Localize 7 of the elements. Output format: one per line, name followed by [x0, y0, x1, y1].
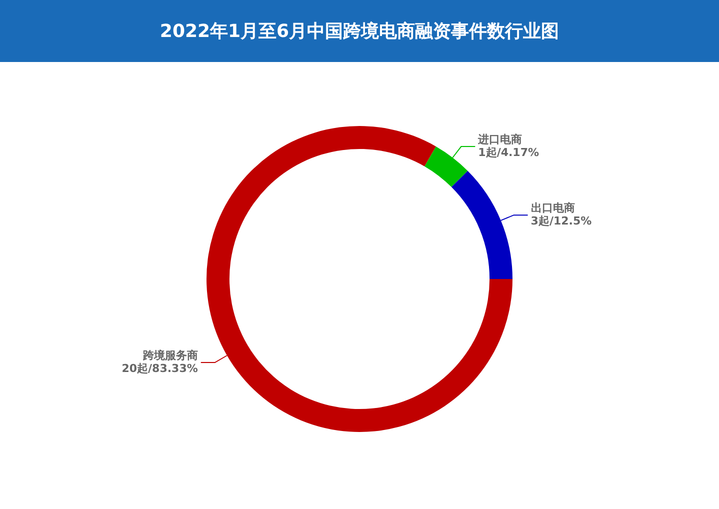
- slice-label: 进口电商: [477, 132, 522, 146]
- data-label: 3起/12.5%: [530, 214, 592, 228]
- data-label: 1起/4.17%: [478, 146, 540, 159]
- chart-title: 2022年1月至6月中国跨境电商融资事件数行业图: [0, 0, 719, 62]
- slice-label: 出口电商: [530, 201, 575, 214]
- data-label: 20起/83.33%: [122, 362, 198, 375]
- slice-label: 跨境服务商: [142, 348, 198, 362]
